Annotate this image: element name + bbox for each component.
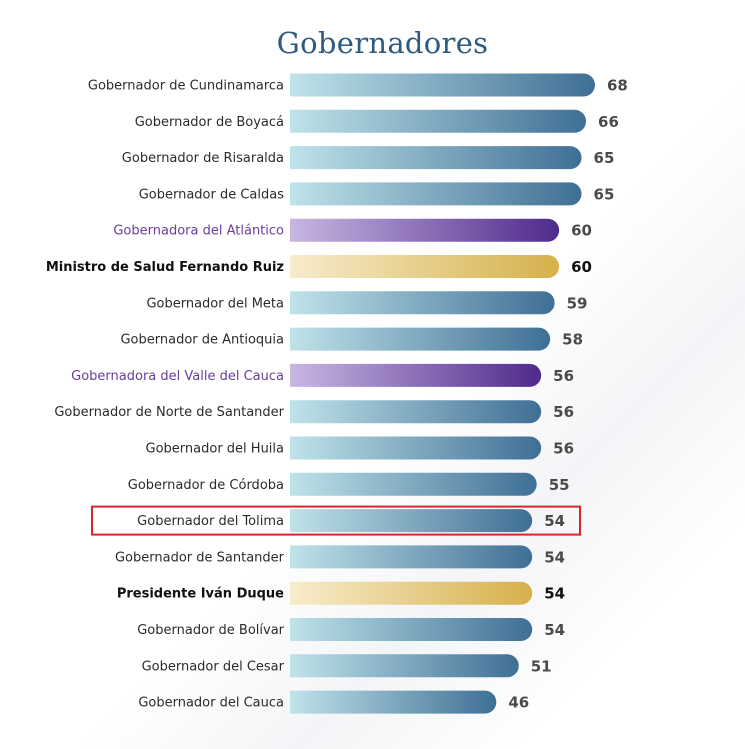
value-label: 66 <box>598 113 619 131</box>
category-label: Gobernadora del Atlántico <box>113 224 284 239</box>
category-label: Gobernador de Risaralda <box>122 151 284 166</box>
bar <box>290 618 533 641</box>
category-label: Gobernador de Caldas <box>139 187 285 202</box>
bar <box>290 363 542 387</box>
bar-row: Gobernador de Córdoba 55 <box>128 472 570 496</box>
bar <box>290 255 560 278</box>
bar-row: Gobernador del Cesar 51 <box>142 654 552 678</box>
bar <box>290 581 533 605</box>
bar <box>290 509 533 533</box>
value-label: 54 <box>544 548 565 566</box>
bar-row: Gobernador del Tolima 54 <box>137 509 565 533</box>
bar <box>290 182 582 206</box>
value-label: 54 <box>544 512 565 530</box>
value-label: 51 <box>531 657 552 675</box>
category-label: Gobernadora del Valle del Cauca <box>71 369 284 384</box>
value-label: 59 <box>567 294 588 312</box>
bar-row: Gobernadora del Atlántico 60 <box>113 218 592 242</box>
value-label: 65 <box>594 185 615 203</box>
bar-row: Gobernador del Huila 56 <box>146 436 574 460</box>
bar-row: Gobernador de Boyacá 66 <box>135 109 619 133</box>
category-label: Gobernador del Cauca <box>138 696 284 711</box>
bar-row: Gobernadora del Valle del Cauca 56 <box>71 363 574 387</box>
value-label: 56 <box>553 367 574 385</box>
chart-title: Gobernadores <box>276 26 489 60</box>
bar-row: Gobernador de Risaralda 65 <box>122 146 615 170</box>
bar-row: Gobernador de Norte de Santander 56 <box>54 400 574 424</box>
value-label: 65 <box>594 149 615 167</box>
bar-row: Gobernador de Antioquia 58 <box>120 327 583 351</box>
highlight-box <box>91 505 581 536</box>
bar-row: Gobernador de Cundinamarca 68 <box>88 73 628 97</box>
bar <box>290 436 542 460</box>
bar-row: Gobernador de Caldas 65 <box>139 182 615 206</box>
bar-row: Gobernador del Cauca 46 <box>138 690 529 714</box>
value-label: 58 <box>562 331 583 349</box>
value-label: 55 <box>549 476 570 494</box>
bar-row: Presidente Iván Duque 54 <box>117 581 565 605</box>
value-label: 54 <box>544 621 565 639</box>
bar-row: Gobernador del Meta 59 <box>146 291 588 315</box>
bar-row: Ministro de Salud Fernando Ruiz 60 <box>46 255 592 278</box>
category-label: Gobernador del Huila <box>146 442 284 457</box>
value-label: 68 <box>607 77 628 95</box>
bar <box>290 472 537 496</box>
value-label: 54 <box>544 585 565 603</box>
bar-row: Gobernador de Santander 54 <box>115 545 565 569</box>
category-label: Presidente Iván Duque <box>117 587 284 602</box>
bar <box>290 73 595 97</box>
category-label: Gobernador de Norte de Santander <box>54 405 284 420</box>
value-label: 60 <box>571 222 592 240</box>
value-label: 60 <box>571 258 592 276</box>
bar <box>290 218 560 242</box>
bar-row: Gobernador de Bolívar 54 <box>137 618 565 641</box>
bar <box>290 400 542 424</box>
bar <box>290 690 497 714</box>
bar <box>290 654 519 678</box>
category-label: Gobernador de Córdoba <box>128 478 284 493</box>
bar <box>290 109 587 133</box>
category-label: Gobernador del Tolima <box>137 514 284 529</box>
bar <box>290 545 533 569</box>
category-label: Gobernador de Bolívar <box>137 623 284 638</box>
category-label: Gobernador de Santander <box>115 550 285 565</box>
value-label: 46 <box>508 694 529 712</box>
bar <box>290 327 551 351</box>
value-label: 56 <box>553 403 574 421</box>
category-label: Gobernador de Boyacá <box>135 115 284 130</box>
category-label: Ministro de Salud Fernando Ruiz <box>46 260 284 275</box>
category-label: Gobernador de Antioquia <box>120 333 284 348</box>
category-label: Gobernador del Meta <box>146 296 284 311</box>
bar <box>290 146 582 170</box>
value-label: 56 <box>553 440 574 458</box>
category-label: Gobernador de Cundinamarca <box>88 79 284 94</box>
bar <box>290 291 555 315</box>
category-label: Gobernador del Cesar <box>142 659 285 674</box>
